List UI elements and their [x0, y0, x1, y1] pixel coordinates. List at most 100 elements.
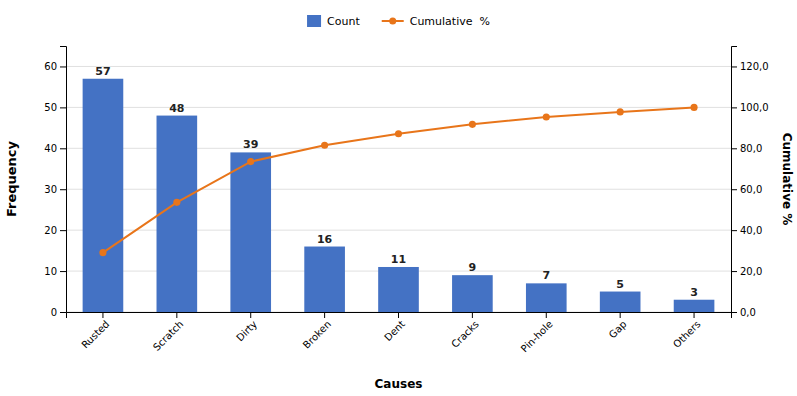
tick: 40,0 — [731, 225, 762, 236]
tick: 0 — [51, 307, 66, 318]
tick-mark — [250, 312, 251, 318]
tick: 120,0 — [731, 61, 769, 72]
x-axis: Rusted Scratch Dirty Broken Dent Cracks Pin-ho… — [67, 312, 732, 354]
legend-swatch — [307, 15, 321, 27]
marker — [543, 113, 550, 120]
tick: 60 — [44, 61, 66, 72]
tick-mark — [546, 312, 547, 318]
tick-mark — [60, 66, 66, 67]
tick: 100,0 — [731, 102, 769, 113]
tick: 60,0 — [731, 184, 762, 195]
bar — [452, 275, 493, 312]
tick: Rusted — [79, 312, 111, 351]
tick-label: Rusted — [79, 318, 111, 350]
tick-label: 30 — [44, 184, 57, 195]
legend: Count Cumulative % — [307, 15, 490, 28]
y2-axis: 0,0 20,0 40,0 60,0 80,0 100,0 120,0 — [731, 47, 769, 318]
bar — [157, 116, 198, 312]
tick-mark — [324, 312, 325, 318]
marks — [83, 79, 715, 312]
bar — [304, 247, 345, 312]
y-axis: 0 10 20 30 40 50 60 — [44, 47, 66, 318]
tick-label: 80,0 — [740, 143, 762, 154]
tick: Gap — [607, 312, 629, 340]
marker — [99, 249, 106, 256]
bar — [378, 267, 419, 312]
tick-label: Pin-hole — [519, 318, 555, 354]
tick-mark — [472, 312, 473, 318]
line — [103, 107, 694, 252]
tick: Cracks — [449, 312, 481, 350]
tick-mark — [694, 312, 695, 318]
data-labels: 57483916119753 — [95, 65, 698, 299]
legend-label: Cumulative % — [410, 15, 490, 28]
grid — [66, 66, 731, 312]
marker — [469, 121, 476, 128]
tick: Pin-hole — [519, 312, 555, 354]
tick-label: 20,0 — [740, 266, 762, 277]
data-label: 11 — [391, 253, 406, 266]
legend-marker — [389, 18, 396, 25]
plot: 0 10 20 30 40 50 60 0,0 20,0 40,0 60,0 80,0 100,0 120… — [44, 47, 768, 355]
tick: Broken — [301, 312, 333, 351]
tick: Others — [671, 312, 703, 350]
tick-label: Scratch — [151, 318, 186, 353]
legend-item: Count — [307, 15, 360, 28]
tick-label: Dirty — [234, 318, 259, 343]
y2-axis-title: Cumulative % — [780, 133, 794, 226]
tick-label: 50 — [44, 102, 57, 113]
data-label: 39 — [243, 138, 258, 151]
tick-mark — [60, 148, 66, 149]
tick-label: 0,0 — [740, 307, 756, 318]
data-label: 16 — [317, 233, 333, 246]
x-axis-title: Causes — [375, 377, 423, 391]
tick: 80,0 — [731, 143, 762, 154]
tick-label: Broken — [301, 318, 333, 350]
tick-label: 40 — [44, 143, 57, 154]
tick-mark — [731, 66, 737, 67]
tick-label: Others — [671, 318, 703, 350]
bar — [83, 79, 124, 312]
tick: Dent — [382, 312, 407, 343]
legend-item: Cumulative % — [382, 15, 490, 28]
tick-label: Gap — [607, 318, 629, 340]
data-label: 57 — [95, 65, 110, 78]
grid-line — [66, 107, 731, 108]
tick-mark — [731, 148, 737, 149]
marker — [247, 158, 254, 165]
tick-label: 10 — [44, 266, 57, 277]
legend-label: Count — [327, 15, 360, 28]
data-label: 5 — [616, 278, 624, 291]
marker — [395, 130, 402, 137]
data-label: 3 — [690, 286, 698, 299]
tick: 10 — [44, 266, 66, 277]
tick-label: 100,0 — [740, 102, 769, 113]
tick-mark — [60, 271, 66, 272]
tick-label: 60 — [44, 61, 57, 72]
tick-label: Cracks — [449, 318, 481, 350]
marker — [690, 104, 697, 111]
marker — [173, 199, 180, 206]
tick: 20,0 — [731, 266, 762, 277]
bar — [526, 283, 567, 312]
tick: Scratch — [151, 312, 186, 353]
tick-mark — [620, 312, 621, 318]
tick: 20 — [44, 225, 66, 236]
marker — [617, 108, 624, 115]
tick-mark — [731, 107, 737, 108]
tick-label: Dent — [382, 318, 407, 343]
tick: Dirty — [234, 312, 259, 343]
tick: 30 — [44, 184, 66, 195]
tick: 0,0 — [731, 307, 756, 318]
axis-line — [67, 313, 732, 319]
bar — [600, 292, 641, 312]
tick-mark — [176, 312, 177, 318]
chart: 0 10 20 30 40 50 60 0,0 20,0 40,0 60,0 80,0 100,0 120… — [0, 0, 797, 396]
tick-mark — [60, 107, 66, 108]
tick-mark — [731, 189, 737, 190]
tick: 40 — [44, 143, 66, 154]
bar — [674, 300, 715, 312]
axis-line — [732, 47, 738, 313]
tick-mark — [731, 271, 737, 272]
tick-label: 20 — [44, 225, 57, 236]
